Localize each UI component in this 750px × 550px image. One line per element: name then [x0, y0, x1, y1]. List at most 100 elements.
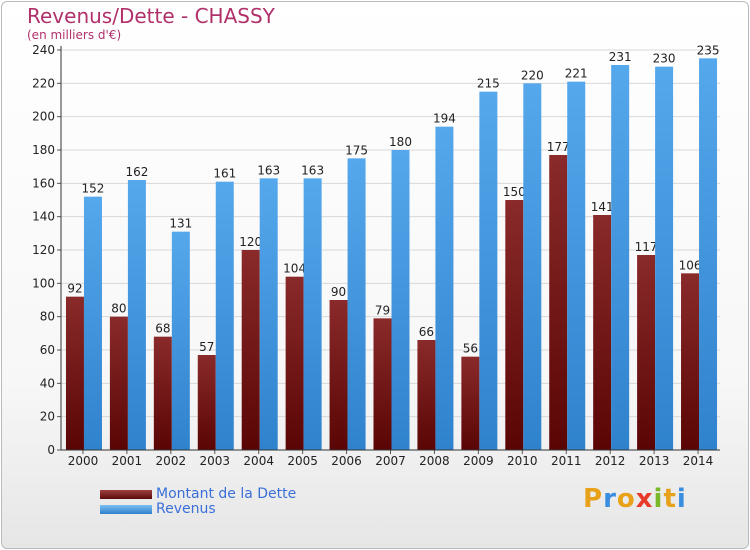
legend-swatch-dette [100, 490, 152, 499]
x-tick-label: 2011 [551, 454, 582, 468]
data-label-dette: 68 [155, 322, 170, 336]
y-axis-ticks: 0 20 40 60 80 100 120 140 160 180 200 220 240 [32, 43, 61, 457]
bar-dette [681, 273, 700, 450]
x-tick-label: 2013 [639, 454, 670, 468]
bar-revenus [83, 196, 102, 450]
logo-letter: i [653, 484, 664, 514]
data-label-revenus: 180 [389, 135, 412, 149]
bar-revenus [127, 180, 146, 450]
data-label-dette: 117 [635, 240, 658, 254]
data-label-dette: 66 [419, 325, 434, 339]
logo-letter: P [583, 484, 604, 514]
x-axis-ticks: 2000 2001 2002 2003 2004 2005 2006 2007 2008 2009… [68, 450, 714, 468]
bar-dette [197, 355, 216, 450]
data-label-revenus: 161 [213, 167, 236, 181]
bar-dette [593, 215, 612, 450]
x-tick-label: 2010 [507, 454, 538, 468]
bar-revenus [303, 178, 322, 451]
x-tick-label: 2004 [243, 454, 274, 468]
data-label-dette: 57 [199, 340, 214, 354]
y-tick-label: 0 [47, 443, 55, 457]
bar-revenus [391, 150, 410, 450]
bar-dette [417, 340, 436, 450]
x-tick-label: 2002 [156, 454, 187, 468]
data-label-revenus: 215 [477, 77, 500, 91]
bar-revenus [347, 158, 366, 451]
bar-dette [461, 356, 480, 450]
data-label-revenus: 163 [257, 163, 280, 177]
x-tick-label: 2014 [683, 454, 714, 468]
data-label-revenus: 230 [653, 52, 676, 66]
y-tick-label: 240 [32, 43, 55, 57]
y-tick-label: 140 [32, 210, 55, 224]
data-label-revenus: 220 [521, 68, 544, 82]
logo-letter: r [603, 484, 617, 514]
bar-dette [637, 255, 656, 450]
bar-dette [373, 318, 392, 450]
x-tick-label: 2008 [419, 454, 450, 468]
logo-letter: t [663, 484, 677, 514]
x-tick-label: 2003 [199, 454, 230, 468]
x-tick-label: 2012 [595, 454, 626, 468]
bar-revenus [215, 181, 234, 450]
x-tick-label: 2006 [331, 454, 362, 468]
y-tick-label: 20 [40, 410, 55, 424]
bar-revenus [699, 58, 718, 450]
data-label-dette: 150 [503, 185, 526, 199]
bar-dette [329, 300, 348, 450]
data-label-dette: 104 [283, 262, 306, 276]
axes [60, 46, 720, 451]
bar-revenus [479, 91, 498, 451]
bar-dette [505, 200, 524, 450]
bar-dette [65, 296, 84, 450]
bar-dette [241, 250, 260, 450]
x-tick-label: 2007 [375, 454, 406, 468]
x-tick-label: 2001 [112, 454, 143, 468]
data-label-revenus: 194 [433, 112, 456, 126]
data-label-revenus: 231 [609, 50, 632, 64]
x-tick-label: 2005 [287, 454, 318, 468]
bar-revenus [435, 126, 454, 451]
logo-letter: i [676, 484, 687, 514]
y-tick-label: 160 [32, 176, 55, 190]
bar-dette [549, 155, 568, 450]
legend-label-revenus: Revenus [156, 501, 216, 517]
y-tick-label: 120 [32, 243, 55, 257]
data-label-revenus: 175 [345, 143, 368, 157]
bar-revenus [523, 83, 542, 450]
bar-revenus [171, 231, 190, 450]
logo-letter: x [635, 484, 654, 514]
data-label-dette: 141 [591, 200, 614, 214]
data-label-revenus: 162 [125, 165, 148, 179]
y-tick-label: 180 [32, 143, 55, 157]
x-tick-label: 2000 [68, 454, 99, 468]
data-label-dette: 56 [463, 342, 478, 356]
bar-revenus [611, 65, 630, 450]
data-label-revenus: 152 [82, 182, 105, 196]
y-tick-label: 200 [32, 110, 55, 124]
data-label-dette: 80 [111, 302, 126, 316]
chart-title: Revenus/Dette - CHASSY [27, 4, 275, 28]
y-tick-label: 60 [40, 343, 55, 357]
y-tick-label: 80 [40, 310, 55, 324]
y-tick-label: 100 [32, 276, 55, 290]
proxiti-logo: Proxiti [583, 484, 687, 514]
bar-dette [153, 336, 172, 450]
data-label-revenus: 163 [301, 163, 324, 177]
data-label-dette: 79 [375, 303, 390, 317]
y-tick-label: 40 [40, 376, 55, 390]
data-label-dette: 90 [331, 285, 346, 299]
bar-revenus [259, 178, 278, 451]
data-label-revenus: 131 [169, 217, 192, 231]
bar-dette [109, 316, 128, 450]
data-label-dette: 92 [67, 282, 82, 296]
bar-dette [285, 276, 304, 450]
y-tick-label: 220 [32, 76, 55, 90]
data-label-dette: 120 [239, 235, 262, 249]
logo-letter: o [616, 484, 636, 514]
bar-revenus [655, 66, 674, 451]
x-tick-label: 2009 [463, 454, 494, 468]
chart-subtitle: (en milliers d'€) [27, 28, 122, 42]
legend-swatch-revenus [100, 505, 152, 514]
